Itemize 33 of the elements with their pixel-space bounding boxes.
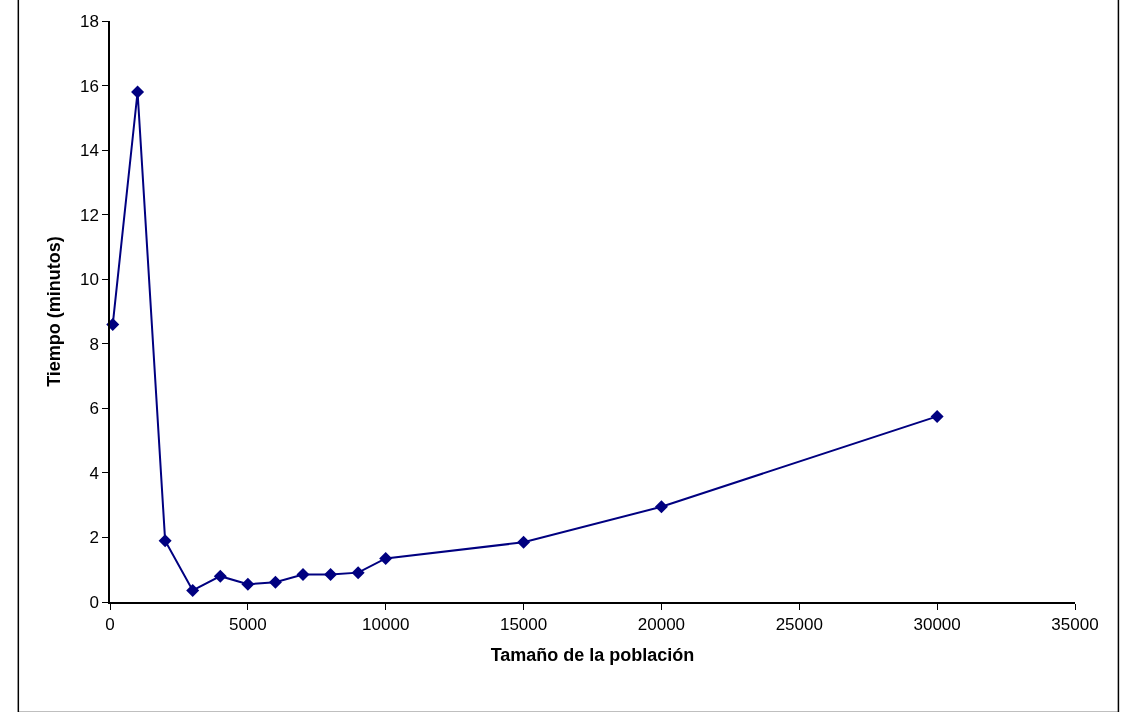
y-tick-label: 0 bbox=[89, 592, 99, 612]
point bbox=[268, 575, 282, 589]
y-tick-label: 14 bbox=[79, 141, 99, 161]
point bbox=[158, 534, 172, 548]
point bbox=[296, 568, 310, 582]
point bbox=[213, 569, 227, 583]
point bbox=[930, 409, 944, 423]
x-tick-label: 30000 bbox=[913, 615, 961, 635]
y-axis-title: Tiempo (minutos) bbox=[43, 236, 64, 387]
y-tick-label: 6 bbox=[89, 399, 99, 419]
x-tick-label: 5000 bbox=[228, 615, 267, 635]
point bbox=[324, 568, 338, 582]
point bbox=[186, 583, 200, 597]
point bbox=[517, 535, 531, 549]
y-tick-label: 8 bbox=[89, 334, 99, 354]
point bbox=[379, 551, 393, 565]
x-tick-label: 25000 bbox=[775, 615, 823, 635]
y-tick-label: 16 bbox=[79, 76, 99, 96]
x-tick-label: 10000 bbox=[362, 615, 410, 635]
x-tick-label: 0 bbox=[105, 615, 115, 635]
x-axis-title: Tamaño de la población bbox=[490, 644, 695, 665]
y-tick-label: 18 bbox=[79, 11, 99, 31]
y-tick-label: 2 bbox=[89, 528, 99, 548]
x-tick-label: 35000 bbox=[1051, 615, 1099, 635]
point bbox=[241, 577, 255, 591]
y-tick-label: 12 bbox=[79, 205, 99, 225]
point bbox=[351, 566, 365, 580]
x-tick-label: 20000 bbox=[637, 615, 686, 635]
x-tick-label: 15000 bbox=[499, 615, 548, 635]
point bbox=[131, 85, 145, 99]
point bbox=[654, 500, 668, 514]
y-tick-label: 10 bbox=[79, 270, 99, 290]
y-tick-label: 4 bbox=[89, 463, 99, 483]
